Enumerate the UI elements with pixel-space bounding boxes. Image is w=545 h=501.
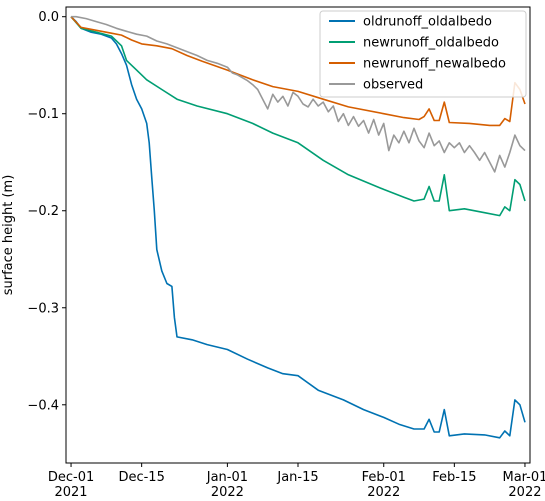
x-tick-year-label: 2022 — [508, 485, 541, 500]
y-tick-label: −0.3 — [27, 301, 59, 316]
y-tick-label: −0.4 — [27, 398, 59, 413]
legend-label: newrunoff_oldalbedo — [363, 36, 499, 51]
legend-label: observed — [363, 78, 423, 93]
legend-label: oldrunoff_oldalbedo — [363, 15, 492, 30]
y-axis-label: surface height (m) — [1, 175, 16, 296]
series-line-oldrunoff_oldalbedo — [70, 16, 526, 439]
series-lines — [70, 15, 526, 439]
x-tick-label: Feb-01 — [362, 470, 406, 485]
x-tick-year-label: 2021 — [54, 485, 87, 500]
x-tick-label: Mar-01 — [502, 470, 545, 485]
y-tick-label: 0.0 — [38, 10, 59, 25]
series-line-newrunoff_newalbedo — [70, 16, 526, 127]
x-tick-label: Dec-15 — [118, 470, 164, 485]
series-line-observed — [71, 15, 526, 173]
series-line-newrunoff_oldalbedo — [70, 16, 526, 217]
legend-box — [319, 10, 527, 98]
x-tick-label: Dec-01 — [48, 470, 94, 485]
x-tick-label: Jan-15 — [276, 470, 318, 485]
y-tick-label: −0.1 — [27, 107, 59, 122]
x-tick-year-label: 2022 — [211, 485, 244, 500]
x-tick-label: Feb-15 — [432, 470, 476, 485]
legend-label: newrunoff_newalbedo — [363, 57, 506, 72]
x-tick-year-label: 2022 — [367, 485, 400, 500]
legend: oldrunoff_oldalbedo newrunoff_oldalbedone… — [319, 10, 527, 98]
y-axis-ticks: 0.0 −0.1 −0.2 −0.3 −0.4 — [27, 10, 66, 413]
x-tick-label: Jan-01 — [206, 470, 248, 485]
y-tick-label: −0.2 — [27, 204, 59, 219]
